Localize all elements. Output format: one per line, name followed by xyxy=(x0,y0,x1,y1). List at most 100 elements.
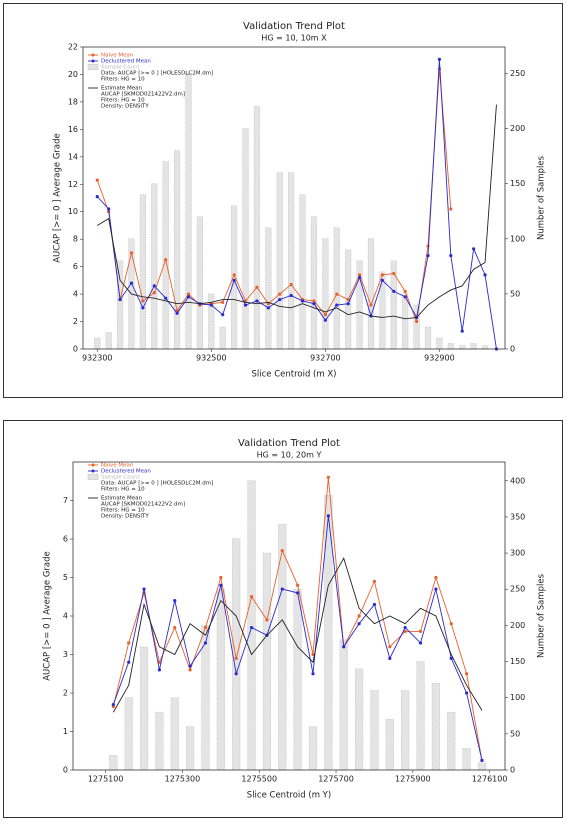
y-tick-label: 14 xyxy=(68,152,78,161)
sample-count-bar xyxy=(367,238,375,350)
y2-tick-label: 300 xyxy=(510,549,525,558)
sample-count-bar xyxy=(447,711,456,771)
x-axis-label: Slice Centroid (m Y) xyxy=(247,791,331,801)
x-tick-label: 932300 xyxy=(82,354,113,363)
legend-marker xyxy=(91,59,95,63)
sample-count-bar xyxy=(276,172,283,350)
y-tick-label: 20 xyxy=(68,70,78,79)
series-marker xyxy=(449,656,453,660)
series-marker xyxy=(127,660,131,664)
series-marker xyxy=(203,625,208,630)
series-marker xyxy=(175,311,179,315)
series-marker xyxy=(234,672,238,676)
y-tick-label: 6 xyxy=(63,535,68,544)
series-marker xyxy=(483,273,487,277)
legend-label: Sample Count xyxy=(101,475,141,481)
y-axis-label: AUCAP [>= 0 ] Average Grade xyxy=(53,133,63,263)
plot-frame xyxy=(82,46,506,350)
series-marker xyxy=(219,575,223,580)
series-marker xyxy=(312,299,316,303)
legend-label: Declustered Mean xyxy=(101,59,151,65)
sample-count-bar xyxy=(116,260,124,350)
sample-count-bar xyxy=(339,639,348,771)
y2-tick-label: 100 xyxy=(510,693,525,702)
sample-count-bar xyxy=(431,682,440,771)
series-marker xyxy=(255,299,259,303)
legend-note: AUCAP [SKMOD021422V2.dm] xyxy=(101,502,185,508)
sample-count-bar xyxy=(247,480,256,771)
sample-count-bar xyxy=(288,172,295,350)
series-marker xyxy=(418,629,423,634)
series-marker xyxy=(280,587,284,591)
y-tick-label: 6 xyxy=(73,262,78,271)
y-tick-label: 0 xyxy=(63,766,68,775)
y-tick-label: 4 xyxy=(63,612,68,621)
chart-subtitle: HG = 10, 10m X xyxy=(261,34,327,43)
series-marker xyxy=(278,297,282,302)
series-marker xyxy=(426,244,430,248)
legend-swatch xyxy=(87,474,99,480)
sample-count-bar xyxy=(139,646,149,771)
y2-tick-label: 400 xyxy=(510,476,525,485)
sample-count-bar xyxy=(231,205,238,350)
x-tick-label: 1276100 xyxy=(472,775,508,784)
legend-marker xyxy=(91,469,95,473)
y-tick-label: 12 xyxy=(68,180,78,189)
series-marker xyxy=(234,656,238,660)
series-marker xyxy=(280,548,284,553)
legend-swatch xyxy=(87,64,99,70)
sample-count-bar xyxy=(196,216,204,350)
series-marker xyxy=(173,599,177,603)
legend-label: Declustered Mean xyxy=(101,469,151,475)
y2-tick-label: 0 xyxy=(510,766,515,775)
chart: Validation Trend Plot HG = 10, 20m Y Slice… xyxy=(43,438,547,801)
series-marker xyxy=(141,306,145,310)
series-marker xyxy=(312,302,316,306)
series-marker xyxy=(289,293,293,298)
sample-count-bar xyxy=(447,343,454,350)
series-marker xyxy=(426,254,430,258)
series-marker xyxy=(289,282,293,287)
series-marker xyxy=(392,289,396,293)
series-marker xyxy=(164,296,168,300)
y2-tick-label: 350 xyxy=(510,512,525,521)
y2-tick-label: 250 xyxy=(510,585,525,594)
series-marker xyxy=(203,641,208,645)
sample-count-bar xyxy=(354,668,364,771)
panel-border xyxy=(3,420,563,818)
chart-subtitle: HG = 10, 20m Y xyxy=(257,451,322,460)
series-marker xyxy=(249,595,254,599)
series-marker xyxy=(357,276,362,280)
sample-count-bar xyxy=(262,552,272,771)
sample-count-bar xyxy=(481,345,489,350)
x-tick-label: 1275500 xyxy=(241,775,277,784)
series-marker xyxy=(142,587,146,591)
series-marker xyxy=(392,271,396,276)
series-marker xyxy=(221,313,225,317)
series-marker xyxy=(186,295,191,299)
sample-count-bar xyxy=(219,326,226,350)
series-marker xyxy=(232,278,236,282)
series-marker xyxy=(107,207,111,211)
series-marker xyxy=(460,329,464,333)
sample-count-bar xyxy=(186,726,195,771)
y-tick-label: 5 xyxy=(63,573,68,582)
series-marker xyxy=(465,672,469,676)
series-marker xyxy=(449,622,453,626)
series-marker xyxy=(219,583,223,587)
sample-count-bar xyxy=(401,690,410,771)
series-marker xyxy=(141,299,145,303)
sample-count-bar xyxy=(162,161,169,350)
series-marker xyxy=(403,289,407,293)
y-tick-label: 7 xyxy=(63,496,68,505)
y-tick-label: 3 xyxy=(63,650,68,659)
series-marker xyxy=(118,297,122,302)
series-marker xyxy=(480,758,484,762)
series-marker xyxy=(372,579,377,583)
y-tick-label: 4 xyxy=(73,290,78,299)
series-marker xyxy=(311,672,315,676)
series-marker xyxy=(449,207,453,211)
y-tick-label: 18 xyxy=(68,97,78,106)
series-marker xyxy=(152,284,156,288)
